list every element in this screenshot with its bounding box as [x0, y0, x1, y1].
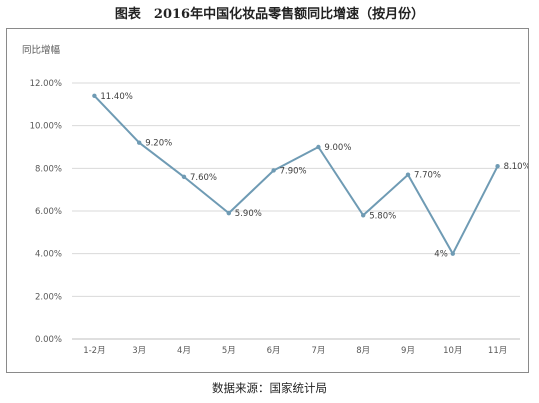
- data-label: 7.70%: [414, 171, 441, 181]
- x-tick-label: 7月: [311, 346, 325, 356]
- data-label: 9.20%: [145, 139, 172, 149]
- data-labels: 11.40% 9.20% 7.60% 5.90% 7.90% 9.00% 5.80% 7.70…: [100, 92, 528, 260]
- x-tick-label: 8月: [356, 346, 370, 356]
- data-label: 11.40%: [100, 92, 132, 102]
- x-tick-label: 9月: [401, 346, 415, 356]
- series-line-layer: [93, 95, 499, 255]
- data-point: [361, 213, 366, 218]
- data-label: 9.00%: [324, 143, 351, 153]
- line-chart: 同比增幅 0.00% 2.00% 4.00% 6.00% 8.00% 10.00% 12.0…: [22, 44, 528, 356]
- y-axis-label: 同比增幅: [22, 44, 61, 56]
- y-tick-label: 0.00%: [35, 335, 62, 345]
- x-tick-label: 5月: [222, 346, 236, 356]
- data-point: [405, 172, 411, 177]
- data-point: [137, 140, 142, 145]
- data-label: 4%: [434, 250, 448, 260]
- y-tick-label: 12.00%: [30, 79, 62, 89]
- data-label: 7.90%: [280, 166, 307, 176]
- x-tick-label: 6月: [267, 346, 281, 356]
- data-point: [495, 164, 500, 169]
- x-tick-label: 11月: [488, 346, 507, 356]
- x-tick-label: 10月: [443, 346, 462, 356]
- x-tick-label: 4月: [177, 346, 191, 356]
- series-line: [93, 95, 499, 255]
- data-label: 5.80%: [369, 211, 396, 221]
- data-point: [181, 174, 187, 180]
- gridlines: [72, 82, 520, 297]
- chart-frame: 同比增幅 0.00% 2.00% 4.00% 6.00% 8.00% 10.00% 12.0…: [6, 28, 529, 373]
- x-axis-ticks: 1-2月 3月 4月 5月 6月 7月 8月 9月 10月 11月: [83, 346, 507, 356]
- data-label: 5.90%: [235, 209, 262, 219]
- y-tick-label: 6.00%: [35, 207, 62, 217]
- data-point: [271, 168, 276, 173]
- chart-title: 图表 2016年中国化妆品零售额同比增速（按月份）: [114, 7, 425, 22]
- x-tick-label: 3月: [132, 346, 146, 356]
- y-tick-label: 10.00%: [30, 122, 62, 132]
- data-point: [450, 251, 455, 256]
- data-point: [226, 210, 231, 216]
- data-points: [92, 93, 500, 256]
- data-source-note: 数据来源：国家统计局: [212, 381, 327, 395]
- y-tick-label: 2.00%: [35, 292, 62, 302]
- y-tick-label: 8.00%: [35, 164, 62, 174]
- data-label: 7.60%: [190, 173, 217, 183]
- data-point: [92, 93, 97, 99]
- y-tick-label: 4.00%: [35, 250, 62, 260]
- data-label: 8.10%: [504, 162, 528, 172]
- x-tick-label: 1-2月: [83, 346, 105, 356]
- data-point: [316, 144, 321, 150]
- y-axis-ticks: 0.00% 2.00% 4.00% 6.00% 8.00% 10.00% 12.00%: [30, 79, 62, 345]
